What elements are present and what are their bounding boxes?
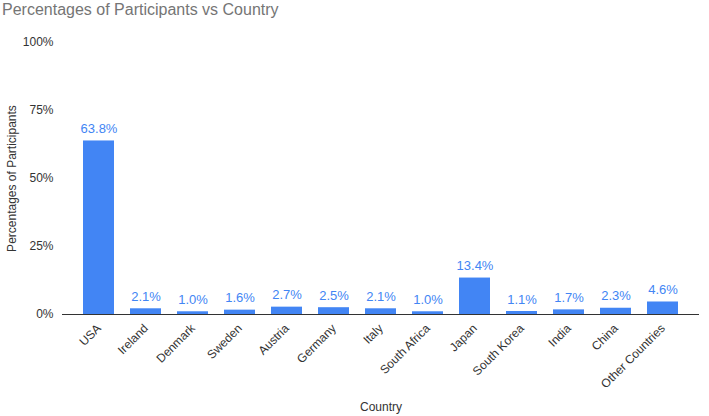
svg-text:50%: 50% — [29, 171, 53, 185]
svg-text:Other Countries: Other Countries — [598, 321, 668, 391]
svg-text:2.3%: 2.3% — [601, 288, 631, 303]
svg-text:1.0%: 1.0% — [178, 292, 208, 307]
html-text:Percentages of Participants vs: Percentages of Participants vs Country — [2, 1, 279, 18]
svg-text:South Africa: South Africa — [377, 321, 433, 377]
svg-text:Sweden: Sweden — [204, 321, 245, 362]
svg-text:1.6%: 1.6% — [225, 290, 255, 305]
svg-text:4.6%: 4.6% — [648, 282, 678, 297]
svg-text:100%: 100% — [23, 35, 54, 49]
svg-text:South Korea: South Korea — [470, 321, 527, 378]
svg-text:Percentages of Participants: Percentages of Participants — [5, 105, 19, 252]
svg-text:63.8%: 63.8% — [81, 121, 118, 136]
svg-text:China: China — [589, 321, 621, 353]
svg-text:1.1%: 1.1% — [507, 292, 537, 307]
svg-text:2.1%: 2.1% — [131, 289, 161, 304]
svg-text:Germany: Germany — [294, 321, 339, 366]
svg-text:Country: Country — [360, 400, 402, 414]
svg-text:USA: USA — [76, 321, 103, 348]
svg-text:2.5%: 2.5% — [319, 288, 349, 303]
svg-text:Japan: Japan — [447, 321, 480, 354]
svg-text:Austria: Austria — [256, 321, 293, 358]
svg-text:1.7%: 1.7% — [554, 290, 584, 305]
svg-text:75%: 75% — [29, 103, 53, 117]
svg-text:25%: 25% — [29, 239, 53, 253]
svg-text:0%: 0% — [36, 307, 54, 321]
svg-text:1.0%: 1.0% — [413, 292, 443, 307]
svg-text:2.7%: 2.7% — [272, 287, 302, 302]
svg-text:Italy: Italy — [360, 321, 385, 346]
svg-text:Denmark: Denmark — [154, 321, 199, 366]
svg-text:13.4%: 13.4% — [457, 258, 494, 273]
svg-text:India: India — [546, 321, 575, 350]
svg-text:Ireland: Ireland — [115, 321, 151, 357]
svg-text:2.1%: 2.1% — [366, 289, 396, 304]
